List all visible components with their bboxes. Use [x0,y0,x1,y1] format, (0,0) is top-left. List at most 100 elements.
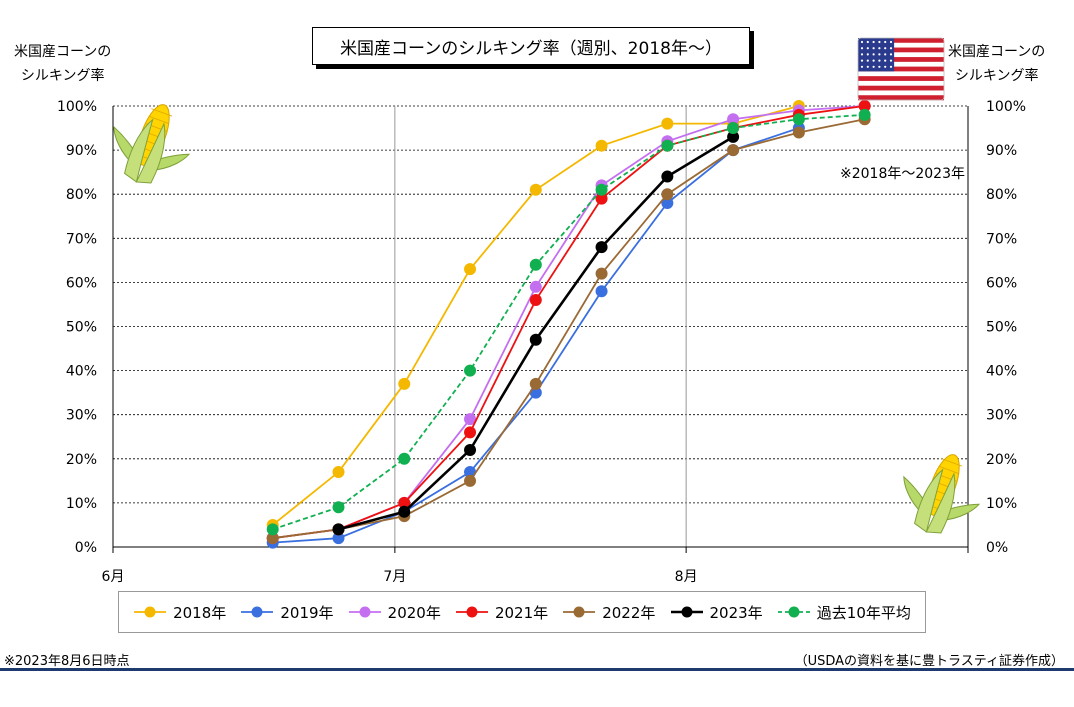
flag-star [884,47,887,50]
flag-star [860,59,864,62]
right-axis-title: 米国産コーンの シルキング率 [948,40,1045,88]
flag-star [878,65,881,68]
y-tick-label-right: 70% [986,231,1017,247]
data-point-2 [464,413,477,426]
y-tick-label-left: 70% [66,231,97,247]
legend-label: 過去10年平均 [816,603,911,622]
flag-stripe [858,52,944,58]
data-point-5 [332,523,345,536]
corn-kernel-row [148,115,170,125]
flag-stripe [858,47,944,53]
data-point-6 [858,108,871,121]
x-tick-label: 6月 [102,569,125,585]
flag-star [872,59,875,62]
legend-swatch-marker [788,606,800,618]
data-point-6 [727,122,740,135]
right-axis-title-line2: シルキング率 [954,68,1039,84]
corn-husk [124,118,154,183]
flag-star [866,53,869,56]
legend-swatch-marker [681,606,692,618]
flag-stripe [858,66,944,72]
flag-star [889,59,893,62]
flag-star [872,40,875,44]
flag-star [889,65,893,68]
y-tick-label-left: 30% [66,408,97,424]
data-point-6 [398,452,411,465]
flag-star [889,47,893,50]
data-point-6 [661,139,674,152]
data-point-4 [661,188,674,201]
data-point-5 [661,170,674,183]
legend-item: 2021年 [455,602,548,623]
flag-stripe [858,57,944,63]
flag-stripe [858,42,944,48]
legend-item: 2020年 [348,602,441,623]
legend-swatch [348,606,381,618]
y-tick-label-left: 20% [66,452,97,468]
flag-star [884,65,887,68]
flag-star [878,59,881,62]
y-tick-label-right: 100% [986,99,1026,115]
legend-item: 2019年 [240,602,334,623]
data-point-5 [529,333,542,346]
corn-husk [925,472,956,534]
flag-stripe [858,80,944,86]
data-point-6 [595,183,608,196]
flag-star [872,53,875,56]
flag-star [866,47,869,50]
data-point-2 [727,113,740,126]
data-point-3 [464,426,477,439]
y-tick-label-left: 10% [66,496,97,512]
data-point-0 [464,263,477,276]
legend-label: 2019年 [280,603,334,622]
flag-star [884,53,887,56]
data-point-6 [266,523,279,536]
data-point-3 [529,294,542,307]
y-tick-label-left: 90% [66,143,97,159]
legend-item: 2022年 [562,602,655,623]
data-point-5 [398,505,411,518]
flag-star [889,53,893,56]
flag-star [860,53,864,56]
legend-label: 2023年 [709,603,763,622]
y-tick-label-right: 20% [986,452,1017,468]
legend-swatch [455,606,488,618]
y-tick-label-right: 40% [986,364,1017,380]
data-point-6 [792,113,805,126]
data-point-1 [332,532,345,545]
flag-star [878,47,881,50]
data-point-0 [332,466,345,479]
y-tick-label-left: 80% [66,187,97,203]
legend-label: 2020年 [387,603,441,622]
flag-star [884,59,887,62]
data-point-4 [727,144,740,157]
legend-item: 2023年 [670,602,763,623]
data-point-3 [595,192,608,205]
right-axis-title-line1: 米国産コーンの [948,44,1046,60]
corn-kernel-row [151,108,173,117]
legend-swatch [241,606,274,618]
data-point-1 [595,285,608,298]
corn-husk [914,468,944,533]
bottom-divider [0,668,1074,671]
corn-kernel-row [938,465,960,475]
chart-legend: 2018年 2019年 2020年 2021年 2022年 2023年 過去10年平均 [118,591,926,633]
flag-stripe [858,61,944,67]
legend-swatch-marker [251,606,263,618]
x-tick-label: 8月 [675,569,698,585]
flag-star [878,40,881,44]
data-point-3 [858,100,871,112]
legend-swatch [670,606,703,618]
data-point-3 [398,496,411,509]
flag-star [866,59,869,62]
flag-star [878,53,881,56]
corn-husk [135,122,166,184]
data-point-4 [595,267,608,280]
data-point-4 [266,532,279,545]
flag-stripe [858,90,944,96]
data-point-5 [464,443,477,456]
legend-label: 2021年 [494,603,549,622]
flag-stripe [858,38,944,44]
series-line-4 [272,118,865,540]
